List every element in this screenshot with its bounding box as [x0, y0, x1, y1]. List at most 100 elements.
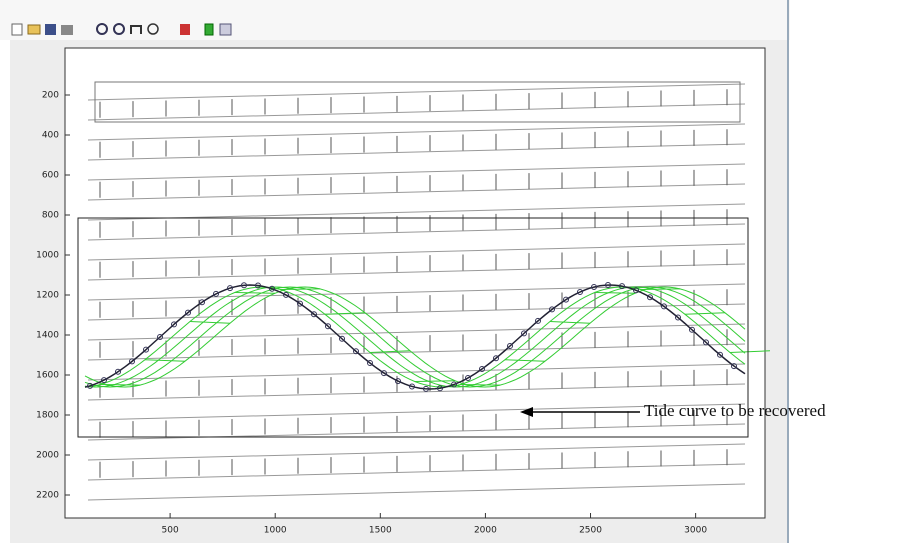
- digitized-point: [647, 294, 653, 301]
- digitized-point: [717, 351, 723, 358]
- digitized-point: [549, 306, 555, 313]
- digitized-point: [311, 311, 317, 318]
- arrow-head: [520, 407, 533, 417]
- paper-line: [87, 463, 746, 481]
- y-tick-label: 1200: [36, 291, 59, 301]
- digitized-point: [325, 323, 331, 330]
- paper-line: [87, 223, 746, 241]
- paper-line: [87, 183, 746, 201]
- rotate-button[interactable]: [147, 23, 159, 35]
- digitized-point: [241, 282, 247, 289]
- colorbar-button[interactable]: [204, 23, 214, 36]
- paper-line: [87, 283, 746, 301]
- x-tick-label: 1500: [369, 526, 392, 536]
- x-tick-label: 500: [162, 526, 179, 536]
- paper-line: [87, 323, 746, 341]
- digitized-point: [493, 355, 499, 362]
- legend-button[interactable]: [219, 23, 232, 36]
- digitized-point: [213, 290, 219, 297]
- selection-box: [77, 217, 749, 438]
- save-button[interactable]: [45, 24, 56, 35]
- pan-button[interactable]: [130, 25, 142, 34]
- digitized-point: [437, 385, 443, 392]
- tide-record-image: [84, 81, 771, 501]
- digitized-point: [731, 363, 737, 370]
- fit-link: [279, 288, 321, 290]
- zoom-in-button[interactable]: [96, 23, 108, 35]
- digitized-point: [381, 370, 387, 377]
- digitized-point: [423, 385, 429, 392]
- y-tick-label: 1800: [36, 411, 59, 421]
- digitized-point: [619, 283, 625, 290]
- fit-link: [324, 312, 366, 315]
- fit-link: [504, 359, 546, 362]
- digitized-point: [199, 299, 205, 306]
- toolbar: [0, 0, 790, 40]
- fit-link: [459, 384, 501, 386]
- digitized-point: [297, 300, 303, 307]
- digitized-point: [395, 378, 401, 385]
- digitized-point: [283, 291, 289, 298]
- digitized-point: [521, 330, 527, 337]
- x-tick-label: 2000: [474, 526, 497, 536]
- fit-link: [549, 321, 591, 324]
- paper-line: [87, 243, 746, 261]
- digitized-point: [507, 343, 513, 349]
- y-tick-label: 2200: [36, 491, 59, 501]
- digitized-point: [605, 282, 611, 288]
- fit-link: [369, 350, 411, 353]
- digitized-point: [269, 285, 275, 292]
- digitized-point: [703, 339, 709, 346]
- fitted-curve: [84, 286, 746, 388]
- fit-link: [99, 384, 141, 386]
- paper-line: [87, 303, 746, 321]
- digitized-point: [171, 321, 177, 328]
- fit-link: [189, 321, 231, 324]
- fit-link: [594, 291, 636, 294]
- y-tick-label: 800: [42, 211, 59, 221]
- digitized-point: [255, 282, 261, 289]
- paper-line: [87, 123, 746, 141]
- digitized-point: [157, 334, 163, 340]
- y-tick-label: 200: [42, 91, 59, 101]
- digitized-point: [633, 287, 639, 294]
- digitized-point: [129, 358, 135, 365]
- digitized-point: [367, 360, 373, 366]
- digitized-point: [661, 303, 667, 310]
- paper-line: [87, 363, 746, 381]
- annotation-text: Tide curve to be recovered: [644, 401, 826, 420]
- y-tick-label: 400: [42, 131, 59, 141]
- paper-line: [87, 103, 746, 121]
- digitized-point: [227, 285, 233, 292]
- datacursor-button[interactable]: [180, 24, 190, 35]
- fit-link: [729, 350, 771, 353]
- paper-line: [87, 383, 746, 401]
- new-button[interactable]: [11, 23, 23, 36]
- print-button[interactable]: [61, 25, 73, 35]
- digitized-point: [353, 348, 359, 355]
- y-tick-label: 1600: [36, 371, 59, 381]
- paper-line: [87, 83, 746, 101]
- paper-line: [87, 443, 746, 461]
- y-tick-label: 1000: [36, 251, 59, 261]
- fitted-curve: [84, 286, 746, 388]
- digitized-point: [479, 366, 485, 372]
- digitized-point: [577, 289, 583, 295]
- open-button[interactable]: [27, 24, 41, 35]
- digitized-point: [465, 375, 471, 381]
- fit-link: [639, 288, 681, 290]
- digitized-point: [689, 326, 695, 333]
- digitized-point: [115, 368, 121, 375]
- fit-link: [234, 291, 276, 294]
- digitized-point: [185, 309, 191, 316]
- y-tick-label: 600: [42, 171, 59, 181]
- fit-link: [414, 380, 456, 383]
- tide-curve: [84, 284, 746, 390]
- zoom-out-button[interactable]: [113, 23, 125, 35]
- paper-line: [87, 343, 746, 361]
- digitized-point: [87, 382, 93, 389]
- annotation: Tide curve to be recovered: [520, 401, 826, 420]
- digitized-point: [535, 317, 541, 324]
- paper-line: [87, 483, 746, 501]
